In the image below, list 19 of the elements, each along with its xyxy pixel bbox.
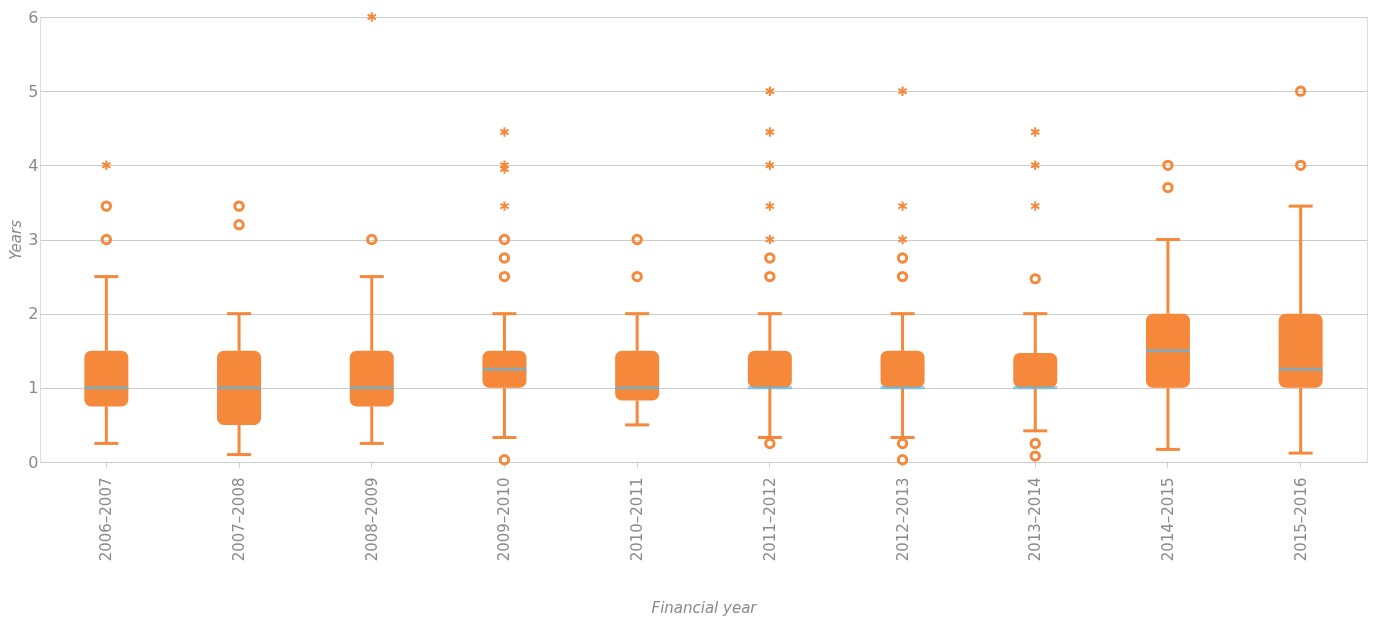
x-tick-label: 2013–2014 [1026, 477, 1045, 562]
x-tick-label: 2011–2012 [760, 477, 779, 562]
y-tick-label: 6 [28, 7, 39, 27]
y-tick-label: 0 [28, 452, 39, 472]
x-tick-label: 2007–2008 [230, 477, 249, 562]
y-tick-label: 3 [28, 230, 39, 249]
x-tick-label: 2006–2007 [97, 477, 116, 562]
y-tick-label: 2 [28, 304, 39, 324]
x-tick-label: 2008–2009 [362, 477, 381, 562]
x-axis-title: Financial year [651, 599, 758, 618]
x-tick-label: 2014–2015 [1158, 477, 1177, 562]
y-tick-label: 5 [28, 81, 39, 101]
y-tick-label: 4 [28, 155, 39, 175]
y-axis-title: Years [7, 219, 26, 260]
x-tick-label: 2009–2010 [495, 477, 514, 562]
x-tick-label: 2012–2013 [893, 477, 912, 562]
x-tick-label: 2015–2016 [1291, 477, 1310, 562]
x-tick-label: 2010–2011 [628, 477, 647, 562]
y-tick-label: 1 [28, 378, 39, 398]
